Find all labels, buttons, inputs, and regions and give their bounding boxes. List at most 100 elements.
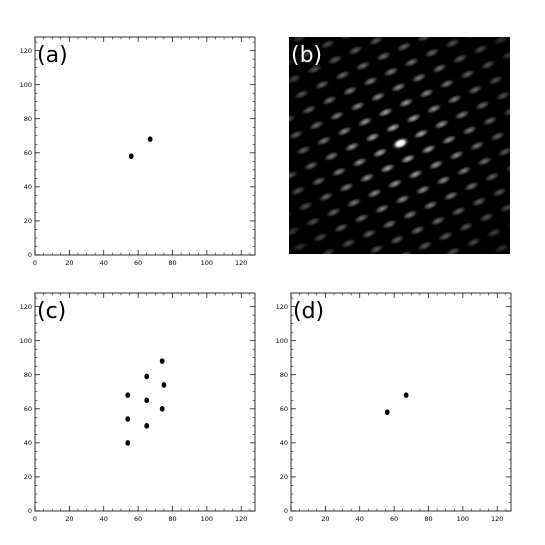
lattice-spot	[381, 219, 398, 230]
panel-d-label: (d)	[293, 299, 324, 324]
x-tick-label: 120	[235, 259, 247, 267]
lattice-spot	[512, 231, 532, 246]
lattice-spot	[437, 231, 454, 242]
lattice-spot	[387, 24, 407, 39]
lattice-spot	[444, 246, 462, 254]
lattice-spot	[481, 115, 499, 127]
data-point	[384, 409, 390, 416]
lattice-spot	[504, 162, 510, 173]
lattice-spot	[418, 88, 435, 99]
lattice-spot	[386, 178, 404, 190]
y-tick-label: 80	[24, 115, 32, 123]
lattice-spot	[266, 137, 286, 152]
data-point	[403, 392, 409, 398]
data-point	[144, 423, 150, 429]
data-point	[159, 358, 165, 364]
lattice-spot	[493, 243, 510, 254]
lattice-spot	[509, 121, 510, 133]
lattice-spot	[440, 134, 458, 146]
lattice-spot	[332, 222, 350, 234]
lattice-spot	[297, 201, 314, 212]
y-tick-label: 100	[20, 81, 32, 89]
lattice-spot	[328, 110, 346, 122]
lattice-spot	[470, 196, 488, 208]
y-tick-label: 40	[24, 183, 32, 191]
data-point	[144, 397, 150, 404]
lattice-spot	[484, 17, 504, 32]
lattice-spot	[289, 98, 290, 110]
panel-a: 0 20 40 60 80 100 120 0 20 40 60 80 100 120 (a)	[20, 36, 256, 267]
x-tick-label: 0	[33, 515, 37, 523]
lattice-spot	[453, 109, 471, 121]
y-tick-label: 0	[284, 507, 288, 515]
lattice-spot	[423, 47, 441, 59]
lattice-spot	[319, 39, 336, 50]
lattice-spot	[496, 146, 510, 158]
lattice-spot	[366, 188, 383, 199]
lattice-spot	[431, 63, 448, 74]
lattice-spot	[375, 51, 392, 62]
lattice-spot	[317, 191, 335, 203]
lattice-spot	[416, 37, 433, 43]
lattice-spot	[410, 72, 428, 84]
lattice-spot	[388, 234, 406, 246]
lattice-spot	[498, 202, 510, 214]
x-tick-label: 100	[457, 515, 469, 523]
lattice-spot	[423, 254, 443, 269]
lattice-spot	[362, 76, 379, 87]
lattice-spot	[395, 41, 413, 53]
x-tick-label: 40	[356, 515, 364, 523]
panel-d-ticks: 0 20 40 60 80 100 120 0 20 40 60 80 100 120	[276, 293, 511, 523]
lattice-spot	[289, 170, 299, 181]
data-point	[144, 373, 150, 380]
lattice-spot	[289, 73, 303, 85]
lattice-spot	[377, 107, 394, 118]
panel-c-label: (c)	[37, 299, 66, 324]
x-tick-label: 40	[100, 515, 108, 523]
lattice-spot	[492, 37, 510, 46]
lattice-spot	[476, 156, 493, 167]
x-tick-label: 80	[168, 515, 176, 523]
data-point	[159, 406, 165, 412]
data-point	[125, 392, 131, 398]
lattice-spot	[422, 200, 439, 211]
lattice-spot	[500, 50, 510, 61]
lattice-spot	[483, 171, 501, 183]
lattice-spot	[321, 95, 338, 106]
lattice-spot	[325, 207, 342, 218]
panel-c-ticks: 0 20 40 60 80 100 120 0 20 40 60 80 100 120	[20, 293, 255, 523]
lattice-spot	[412, 128, 430, 140]
lattice-spot	[461, 125, 478, 136]
x-tick-label: 80	[424, 515, 432, 523]
lattice-spot	[359, 18, 379, 33]
lattice-spot	[442, 190, 460, 202]
lattice-spot	[298, 48, 316, 60]
y-tick-label: 120	[276, 303, 288, 311]
lattice-spot	[451, 53, 469, 65]
x-tick-label: 120	[235, 515, 247, 523]
lattice-spot	[289, 129, 305, 141]
y-tick-label: 20	[24, 217, 32, 225]
lattice-spot	[302, 160, 320, 172]
lattice-spot	[304, 216, 322, 228]
x-tick-label: 60	[134, 515, 142, 523]
lattice-spot	[427, 159, 445, 171]
lattice-spot	[373, 203, 391, 215]
lattice-spot	[457, 221, 475, 233]
lattice-spot	[444, 38, 461, 49]
x-tick-label: 80	[168, 259, 176, 267]
panel-a-ticks: 0 20 40 60 80 100 120 0 20 40 60 80 100 120	[20, 37, 255, 267]
y-tick-label: 40	[24, 439, 32, 447]
x-tick-label: 100	[201, 515, 213, 523]
y-tick-label: 100	[276, 337, 288, 345]
panel-c: 0 20 40 60 80 100 120 0 20 40 60 80 100 120 (c)	[20, 292, 256, 523]
lattice-spot	[451, 260, 471, 275]
lattice-spot	[472, 44, 489, 55]
lattice-spot	[360, 228, 378, 240]
panel-b-spots	[266, 17, 532, 275]
lattice-spot	[420, 144, 437, 155]
lattice-spot	[446, 94, 463, 105]
lattice-spot	[312, 232, 329, 243]
lattice-spot	[330, 166, 348, 178]
lattice-spot	[354, 60, 372, 72]
